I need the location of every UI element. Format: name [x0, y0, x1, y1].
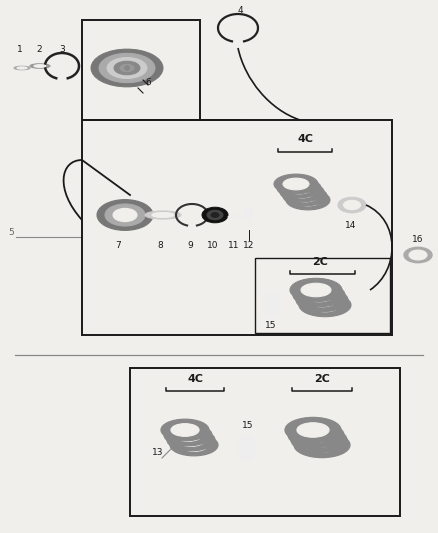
Ellipse shape	[280, 182, 324, 202]
Ellipse shape	[171, 424, 199, 437]
Text: 7: 7	[115, 241, 121, 250]
Text: 12: 12	[244, 241, 254, 250]
Ellipse shape	[409, 250, 427, 260]
Ellipse shape	[301, 283, 331, 297]
Ellipse shape	[170, 434, 218, 456]
Ellipse shape	[180, 439, 208, 451]
Text: 11: 11	[228, 241, 240, 250]
Ellipse shape	[17, 67, 27, 69]
Ellipse shape	[124, 66, 130, 70]
Text: 2: 2	[36, 45, 42, 54]
Text: 2C: 2C	[312, 257, 328, 267]
Ellipse shape	[404, 247, 432, 263]
Ellipse shape	[283, 186, 327, 206]
Ellipse shape	[164, 424, 212, 446]
Text: 15: 15	[242, 421, 254, 430]
Text: 2C: 2C	[314, 374, 330, 384]
Ellipse shape	[290, 278, 342, 302]
Ellipse shape	[99, 53, 155, 83]
Ellipse shape	[338, 197, 366, 213]
Ellipse shape	[177, 434, 205, 446]
Ellipse shape	[232, 216, 240, 218]
Text: 1: 1	[17, 45, 23, 54]
Text: 10: 10	[207, 241, 219, 250]
Ellipse shape	[120, 64, 134, 71]
Ellipse shape	[105, 204, 145, 226]
Ellipse shape	[292, 190, 318, 202]
Text: 4: 4	[237, 6, 243, 15]
Text: 5: 5	[8, 228, 14, 237]
Ellipse shape	[202, 207, 228, 223]
Ellipse shape	[97, 199, 153, 230]
Bar	[130, 368, 400, 516]
Text: 6: 6	[145, 78, 151, 87]
Ellipse shape	[310, 298, 340, 312]
Text: 14: 14	[345, 221, 357, 230]
Ellipse shape	[283, 178, 309, 190]
Ellipse shape	[295, 194, 321, 206]
Text: 15: 15	[265, 321, 277, 330]
Ellipse shape	[152, 213, 174, 217]
Ellipse shape	[207, 210, 223, 220]
Ellipse shape	[288, 422, 344, 448]
Ellipse shape	[114, 61, 140, 75]
Ellipse shape	[343, 200, 360, 209]
Text: 4C: 4C	[297, 134, 313, 144]
Ellipse shape	[113, 208, 137, 222]
Text: 9: 9	[187, 241, 193, 250]
Ellipse shape	[307, 293, 337, 307]
Ellipse shape	[291, 427, 347, 453]
Text: 3: 3	[59, 45, 65, 54]
Ellipse shape	[294, 432, 350, 458]
Ellipse shape	[289, 186, 315, 198]
Ellipse shape	[300, 428, 332, 442]
Ellipse shape	[107, 58, 147, 78]
Ellipse shape	[277, 178, 321, 198]
Ellipse shape	[228, 215, 244, 219]
Ellipse shape	[274, 174, 318, 194]
Ellipse shape	[34, 64, 46, 67]
Ellipse shape	[303, 433, 335, 447]
Text: 8: 8	[157, 241, 163, 250]
Ellipse shape	[293, 284, 345, 306]
Ellipse shape	[286, 190, 330, 210]
Text: 16: 16	[412, 235, 424, 244]
Ellipse shape	[296, 288, 348, 312]
Ellipse shape	[167, 429, 215, 451]
Text: 13: 13	[152, 448, 163, 457]
Bar	[82, 20, 200, 120]
Ellipse shape	[244, 208, 254, 222]
Ellipse shape	[174, 429, 202, 441]
Text: 4C: 4C	[187, 374, 203, 384]
Ellipse shape	[238, 434, 256, 462]
Ellipse shape	[285, 417, 341, 442]
Bar	[255, 258, 390, 333]
Bar	[82, 120, 392, 335]
Ellipse shape	[306, 438, 338, 452]
Ellipse shape	[161, 419, 209, 441]
Ellipse shape	[297, 423, 329, 437]
Ellipse shape	[91, 49, 163, 87]
Ellipse shape	[145, 211, 181, 219]
Ellipse shape	[30, 64, 50, 68]
Ellipse shape	[211, 213, 219, 217]
Ellipse shape	[264, 293, 280, 317]
Ellipse shape	[304, 288, 334, 302]
Ellipse shape	[286, 182, 312, 194]
Ellipse shape	[299, 293, 351, 317]
Ellipse shape	[14, 66, 30, 70]
